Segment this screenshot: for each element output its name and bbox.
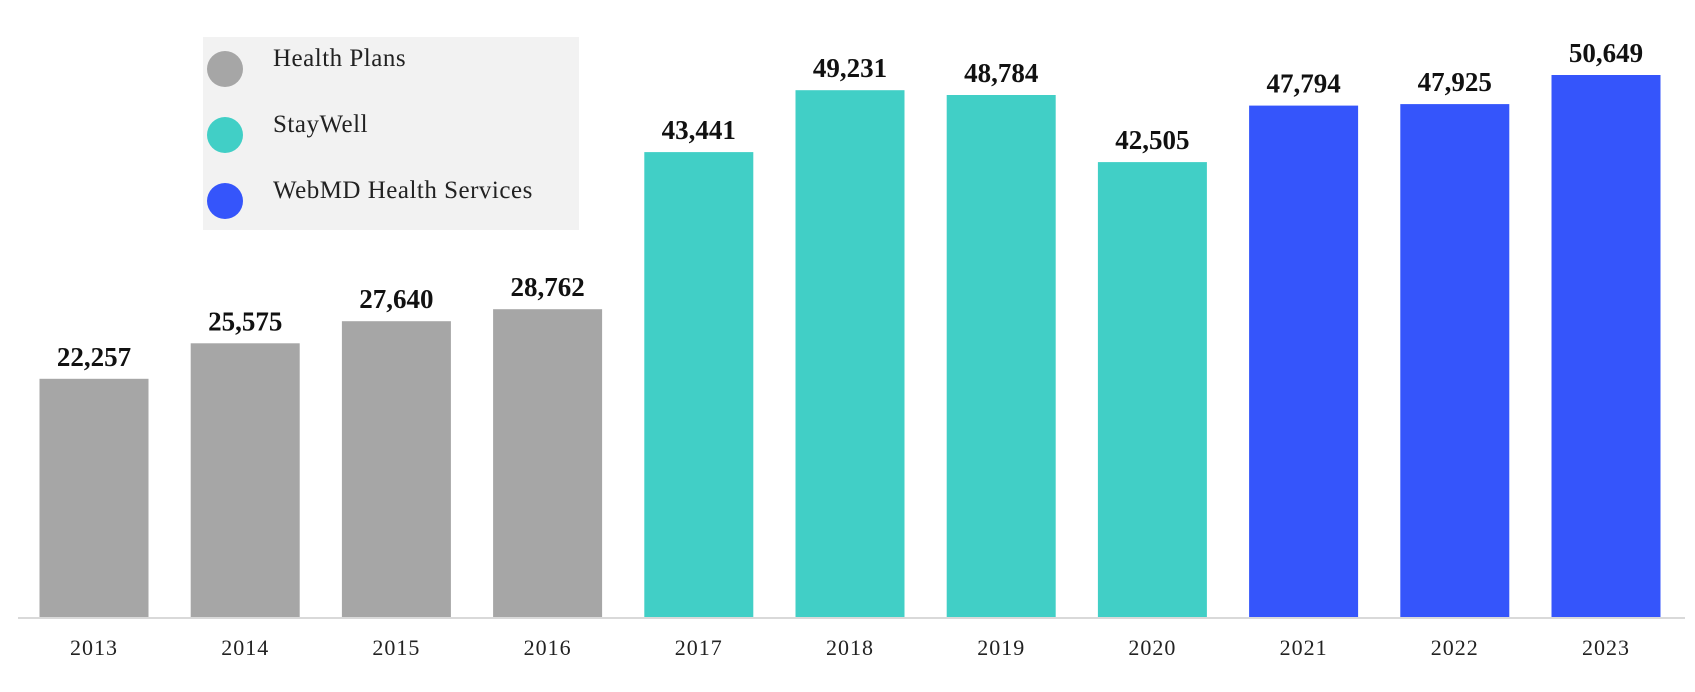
bar-2017 [644,152,754,617]
bars: 22,257 25,575 27,640 28,762 43,441 49,231 48,7… [39,38,1661,618]
bar-2015 [341,321,451,617]
value-label-2015: 27,640 [359,284,433,314]
legend-label: Health Plans [273,45,406,72]
legend-marker [207,117,243,153]
value-label-2019: 48,784 [964,58,1038,88]
bar-2013 [39,378,149,617]
legend: Health Plans StayWell WebMD Health Service… [203,37,579,230]
bar-2018 [795,90,905,617]
value-label-2021: 47,794 [1266,69,1340,99]
tick-label-2019: 2019 [977,635,1025,660]
tick-label-2018: 2018 [826,635,874,660]
tick-label-2017: 2017 [675,635,723,660]
bar-2023 [1551,75,1661,617]
tick-label-2014: 2014 [221,635,269,660]
bar-2022 [1400,104,1510,618]
bar-2019 [946,95,1056,617]
tick-label-2015: 2015 [372,635,420,660]
value-label-2017: 43,441 [662,115,736,145]
legend-marker [207,51,243,87]
bar-2020 [1097,162,1207,617]
legend-marker [207,183,243,219]
legend-background [203,37,579,230]
value-label-2018: 49,231 [813,53,887,83]
tick-label-2022: 2022 [1431,635,1479,660]
value-label-2020: 42,505 [1115,125,1189,155]
bar-2014 [190,343,300,617]
x-axis-ticks: 2013 2014 2015 2016 2017 2018 2019 2020 2021 2022… [70,635,1630,660]
value-label-2013: 22,257 [57,342,131,372]
value-label-2016: 28,762 [510,272,584,302]
legend-label: WebMD Health Services [273,177,533,204]
value-label-2022: 47,925 [1418,67,1492,97]
tick-label-2023: 2023 [1582,635,1630,660]
tick-label-2016: 2016 [524,635,572,660]
tick-label-2020: 2020 [1128,635,1176,660]
value-label-2014: 25,575 [208,306,282,336]
tick-label-2021: 2021 [1280,635,1328,660]
legend-label: StayWell [273,111,368,138]
value-label-2023: 50,649 [1569,38,1643,68]
bar-2021 [1249,105,1359,617]
bar-2016 [493,309,603,617]
tick-label-2013: 2013 [70,635,118,660]
